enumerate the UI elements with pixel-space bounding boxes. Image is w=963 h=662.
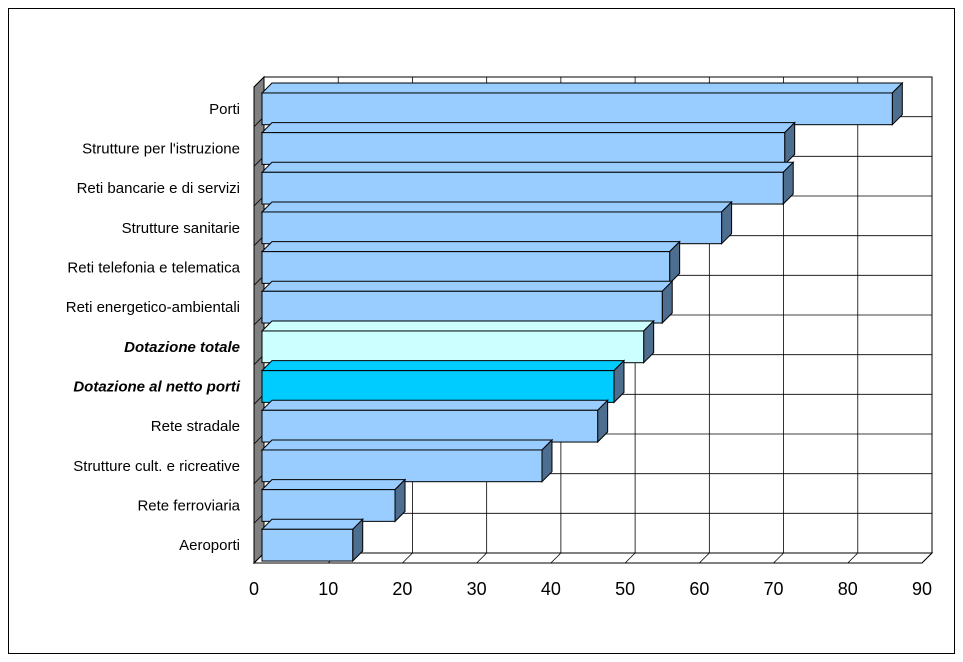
floor-line-x-30 (476, 552, 487, 564)
category-label-aeroporti: Aeroporti (179, 537, 240, 554)
bar-front-face (261, 449, 543, 483)
bar-strutture-cult-e-ricreative (260, 438, 554, 483)
bar-top-face (260, 399, 609, 411)
category-label-strutture-sanitarie: Strutture sanitarie (122, 220, 240, 237)
x-tick-label-40: 40 (541, 579, 561, 599)
category-label-dotazione-totale: Dotazione totale (124, 339, 240, 356)
category-label-rete-stradale: Rete stradale (151, 418, 240, 435)
bar-top-face (260, 360, 626, 372)
x-tick-label-80: 80 (838, 579, 858, 599)
floor-line-x-40 (550, 552, 562, 564)
bar-front-face (261, 489, 396, 522)
floor-line-x-50 (624, 552, 636, 564)
bar-top-face (260, 518, 364, 530)
side-line-y-0 (253, 76, 265, 88)
bar-front-face (261, 92, 893, 126)
category-labels: Porti Strutture per l'istruzione Reti banc… (66, 101, 241, 554)
x-tick-label-0: 0 (249, 579, 259, 599)
bar-strutture-per-l-istruzione (260, 121, 796, 166)
bar-top-face (260, 201, 733, 213)
bar-top-face (260, 161, 795, 173)
x-tick-label-50: 50 (615, 579, 635, 599)
bar-front-face (261, 290, 663, 324)
bar-strutture-sanitarie (260, 200, 733, 245)
bar-top-face (260, 82, 904, 94)
bar-dotazione-al-netto-porti (260, 359, 626, 404)
x-tick-label-20: 20 (392, 579, 412, 599)
category-label-reti-telefonia-e-telematica: Reti telefonia e telematica (67, 260, 240, 277)
bar-reti-bancarie-e-di-servizi (260, 161, 795, 206)
bar-rete-ferroviaria (260, 478, 407, 523)
bar-front-face (261, 211, 723, 245)
floor-line-x-20 (402, 552, 413, 564)
x-tick-label-30: 30 (467, 579, 487, 599)
category-label-rete-ferroviaria: Rete ferroviaria (137, 498, 240, 515)
category-label-reti-energetico-ambientali: Reti energetico-ambientali (66, 299, 240, 316)
floor-line-x-60 (699, 552, 710, 564)
category-label-dotazione-al-netto-porti: Dotazione al netto porti (73, 379, 240, 396)
bar-front-face (261, 330, 645, 364)
floor-line-x-70 (773, 552, 784, 564)
bar-top-face (260, 241, 681, 253)
bar-reti-energetico-ambientali (260, 280, 674, 325)
x-tick-label-60: 60 (689, 579, 709, 599)
bar-front-face (261, 171, 784, 205)
x-axis-tick-labels: 0 10 20 30 40 50 60 70 80 90 (249, 579, 932, 599)
category-label-porti: Porti (209, 101, 240, 118)
bar-aeroporti (260, 518, 364, 563)
x-tick-label-10: 10 (318, 579, 338, 599)
bar-front-face (261, 370, 615, 403)
bar-top-face (260, 122, 796, 134)
bar-front-face (261, 132, 786, 165)
bar-top-face (260, 280, 674, 292)
floor-line-x-90 (921, 552, 933, 564)
x-tick-label-70: 70 (764, 579, 784, 599)
bar-top-face (260, 479, 407, 491)
bar-front-face (261, 251, 671, 284)
bar-top-face (260, 439, 554, 451)
bars (260, 81, 904, 563)
bar-top-face (260, 320, 655, 332)
bar-front-face (261, 409, 599, 443)
bar-dotazione-totale (260, 319, 655, 364)
bar-reti-telefonia-e-telematica (260, 240, 681, 285)
bar-rete-stradale (260, 399, 609, 444)
bar-porti (260, 81, 904, 126)
floor-line-x-80 (847, 552, 859, 564)
bar-front-face (261, 528, 354, 562)
x-tick-label-90: 90 (912, 579, 932, 599)
category-label-reti-bancarie-e-di-servizi: Reti bancarie e di servizi (77, 180, 240, 197)
category-label-strutture-per-l-istruzione: Strutture per l'istruzione (82, 141, 240, 158)
category-label-strutture-cult-e-ricreative: Strutture cult. e ricreative (73, 458, 240, 475)
